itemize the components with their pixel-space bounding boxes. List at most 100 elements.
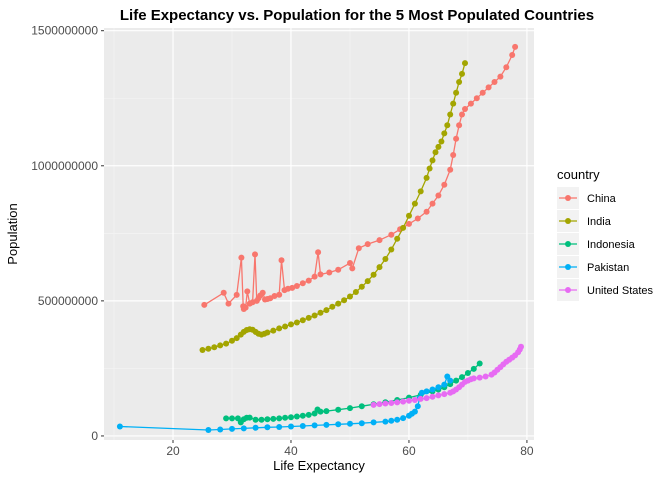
- point-pakistan: [217, 426, 224, 433]
- point-china: [335, 266, 342, 273]
- point-indonesia: [288, 414, 294, 421]
- legend-item-united-states: United States: [557, 279, 654, 301]
- point-india: [335, 300, 342, 307]
- legend-item-india: India: [557, 210, 612, 232]
- point-india: [459, 70, 465, 77]
- point-pakistan: [288, 423, 294, 430]
- point-china: [497, 73, 504, 80]
- point-united-states: [388, 400, 395, 406]
- x-axis: 20 40 60 80: [166, 440, 534, 458]
- point-india: [441, 130, 448, 137]
- point-india: [317, 309, 324, 316]
- point-india: [352, 289, 359, 295]
- series-china: [201, 43, 519, 312]
- point-india: [411, 200, 418, 207]
- point-india: [370, 271, 377, 278]
- point-united-states: [382, 400, 389, 407]
- point-indonesia: [476, 360, 483, 367]
- point-united-states: [435, 392, 442, 399]
- point-pakistan: [264, 424, 271, 431]
- x-axis-title: Life Expectancy: [273, 458, 365, 473]
- point-india: [453, 89, 460, 96]
- legend-key-point: [565, 195, 571, 201]
- point-india: [199, 347, 206, 353]
- series-united-states: [370, 343, 524, 408]
- point-pakistan: [276, 424, 283, 430]
- point-indonesia: [453, 377, 460, 384]
- y-axis: 0 500000000 1000000000 1500000000: [31, 24, 104, 443]
- point-india: [229, 337, 235, 344]
- point-united-states: [400, 398, 407, 405]
- point-pakistan: [382, 418, 389, 425]
- point-pakistan: [394, 416, 401, 423]
- point-india: [462, 60, 468, 67]
- y-axis-title: Population: [5, 203, 20, 264]
- point-china: [485, 84, 492, 91]
- point-pakistan: [299, 423, 306, 429]
- point-united-states: [429, 393, 436, 400]
- x-tick-label: 80: [520, 444, 534, 458]
- point-china: [293, 283, 300, 289]
- point-china: [276, 291, 283, 298]
- point-china: [278, 257, 285, 264]
- series-india: [199, 60, 468, 353]
- point-china: [503, 64, 510, 71]
- point-china: [317, 271, 324, 278]
- point-china: [462, 106, 468, 112]
- point-india: [388, 246, 395, 253]
- point-india: [358, 283, 365, 290]
- point-india: [444, 122, 451, 129]
- point-china: [305, 277, 312, 284]
- point-india: [276, 325, 283, 332]
- point-pakistan: [423, 388, 430, 395]
- point-china: [441, 181, 448, 188]
- point-china: [509, 52, 516, 58]
- legend-label-india: India: [587, 216, 612, 228]
- point-india: [323, 307, 330, 314]
- point-india: [364, 278, 371, 285]
- point-china: [423, 208, 430, 215]
- point-pakistan: [116, 423, 123, 430]
- point-india: [438, 138, 445, 145]
- point-china: [414, 215, 421, 222]
- point-india: [423, 174, 430, 181]
- point-china: [347, 260, 353, 266]
- point-pakistan: [414, 403, 421, 410]
- point-indonesia: [258, 416, 265, 423]
- legend-title: country: [557, 167, 600, 182]
- point-china: [238, 254, 245, 261]
- point-china: [479, 89, 486, 96]
- point-pakistan: [335, 421, 342, 428]
- point-pakistan: [429, 386, 436, 393]
- point-china: [311, 273, 318, 280]
- point-indonesia: [223, 415, 230, 422]
- point-united-states: [470, 375, 477, 382]
- legend-item-pakistan: Pakistan: [557, 256, 629, 278]
- point-united-states: [376, 401, 383, 408]
- point-pakistan: [418, 389, 425, 396]
- point-united-states: [370, 401, 377, 408]
- point-pakistan: [311, 422, 318, 429]
- point-china: [512, 43, 519, 50]
- point-china: [467, 100, 474, 107]
- point-china: [459, 111, 465, 118]
- point-china: [242, 304, 249, 311]
- point-indonesia: [464, 370, 471, 376]
- point-pakistan: [240, 425, 247, 432]
- point-china: [473, 95, 480, 102]
- legend-label-united-states: United States: [587, 285, 654, 297]
- legend: country China India Indonesia Pakistan Unite…: [554, 167, 654, 301]
- point-china: [244, 288, 251, 295]
- point-united-states: [482, 373, 489, 380]
- point-united-states: [394, 399, 401, 406]
- point-india: [288, 321, 294, 328]
- point-united-states: [441, 391, 448, 398]
- point-china: [259, 289, 266, 296]
- point-china: [252, 251, 258, 258]
- point-china: [271, 293, 278, 299]
- point-pakistan: [400, 415, 407, 422]
- point-india: [432, 149, 439, 156]
- point-pakistan: [252, 424, 259, 431]
- point-indonesia: [252, 416, 259, 423]
